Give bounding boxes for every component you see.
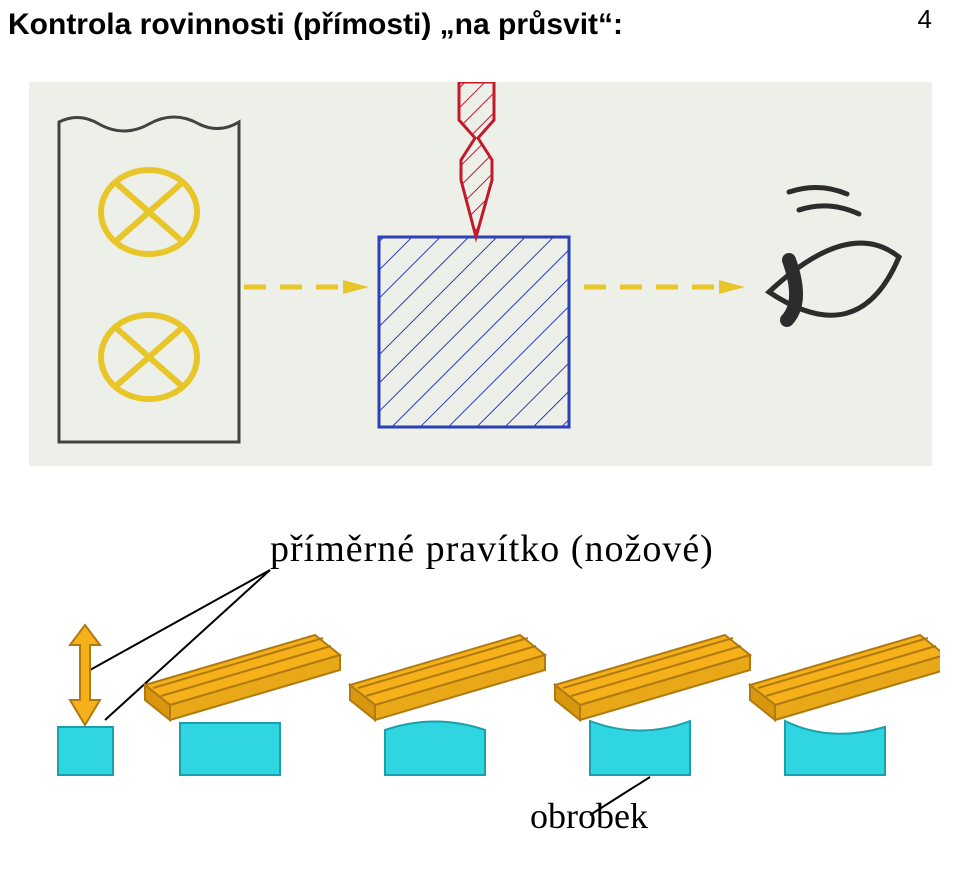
- diagram-light-gap-method: [29, 82, 932, 466]
- lamp-icon: [101, 315, 197, 399]
- diagram-upper-svg: [29, 82, 932, 466]
- light-box-outline: [59, 117, 239, 442]
- item-3: [350, 635, 545, 775]
- item-side-view: [58, 625, 113, 775]
- diagram-lower-svg: [30, 525, 940, 855]
- knife-ruler: [459, 82, 494, 237]
- eye-icon: [769, 187, 899, 320]
- leader-line-workpiece: [590, 777, 650, 815]
- diagram-ruler-positions: příměrné pravítko (nožové) obrobek: [30, 525, 940, 855]
- item-5: [750, 635, 940, 775]
- page-title: Kontrola rovinnosti (přímosti) „na průsv…: [8, 8, 623, 42]
- workpiece-square: [379, 237, 569, 427]
- item-4: [555, 635, 750, 775]
- lamp-icon: [101, 170, 197, 254]
- page-number: 4: [918, 4, 932, 35]
